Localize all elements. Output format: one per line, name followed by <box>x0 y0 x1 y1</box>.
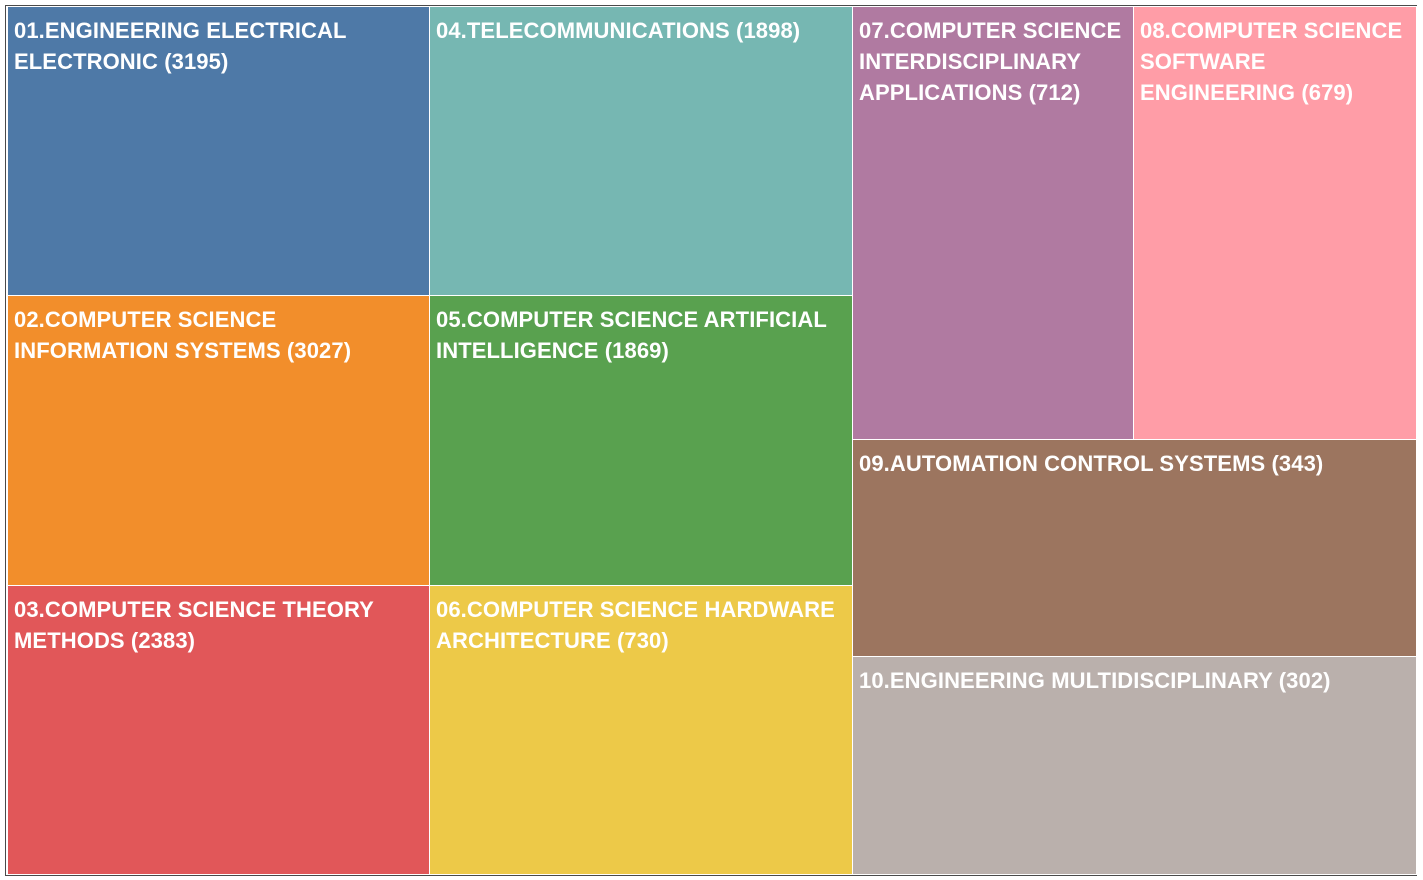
treemap-tile-label: 03.COMPUTER SCIENCE THEORY METHODS (2383… <box>14 597 374 653</box>
treemap-tile-08[interactable]: 08.COMPUTER SCIENCE SOFTWARE ENGINEERING… <box>1133 6 1417 441</box>
treemap-tile-07[interactable]: 07.COMPUTER SCIENCE INTERDISCIPLINARY AP… <box>852 6 1135 441</box>
treemap-tile-09[interactable]: 09.AUTOMATION CONTROL SYSTEMS (343) <box>852 439 1417 658</box>
treemap-tile-10[interactable]: 10.ENGINEERING MULTIDISCIPLINARY (302) <box>852 656 1417 875</box>
treemap-tile-label: 01.ENGINEERING ELECTRICAL ELECTRONIC (31… <box>14 18 347 74</box>
treemap-tile-label: 10.ENGINEERING MULTIDISCIPLINARY (302) <box>859 668 1331 693</box>
treemap-tile-label: 08.COMPUTER SCIENCE SOFTWARE ENGINEERING… <box>1140 18 1403 105</box>
treemap-tile-02[interactable]: 02.COMPUTER SCIENCE INFORMATION SYSTEMS … <box>7 295 431 587</box>
treemap-tile-label: 02.COMPUTER SCIENCE INFORMATION SYSTEMS … <box>14 307 352 363</box>
treemap-tile-04[interactable]: 04.TELECOMMUNICATIONS (1898) <box>429 6 854 297</box>
treemap-tile-03[interactable]: 03.COMPUTER SCIENCE THEORY METHODS (2383… <box>7 585 431 875</box>
treemap-tile-label: 06.COMPUTER SCIENCE HARDWARE ARCHITECTUR… <box>436 597 835 653</box>
treemap-tile-label: 04.TELECOMMUNICATIONS (1898) <box>436 18 801 43</box>
treemap-tile-label: 09.AUTOMATION CONTROL SYSTEMS (343) <box>859 451 1324 476</box>
treemap-tile-05[interactable]: 05.COMPUTER SCIENCE ARTIFICIAL INTELLIGE… <box>429 295 854 587</box>
treemap-tile-01[interactable]: 01.ENGINEERING ELECTRICAL ELECTRONIC (31… <box>7 6 431 297</box>
treemap-tile-06[interactable]: 06.COMPUTER SCIENCE HARDWARE ARCHITECTUR… <box>429 585 854 875</box>
treemap-tile-label: 07.COMPUTER SCIENCE INTERDISCIPLINARY AP… <box>859 18 1122 105</box>
treemap-tile-label: 05.COMPUTER SCIENCE ARTIFICIAL INTELLIGE… <box>436 307 827 363</box>
treemap-chart: 01.ENGINEERING ELECTRICAL ELECTRONIC (31… <box>7 6 1417 875</box>
